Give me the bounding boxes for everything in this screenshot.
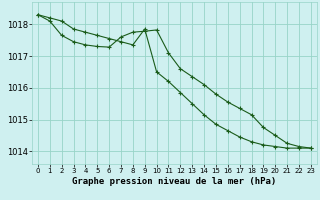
X-axis label: Graphe pression niveau de la mer (hPa): Graphe pression niveau de la mer (hPa) xyxy=(72,177,276,186)
